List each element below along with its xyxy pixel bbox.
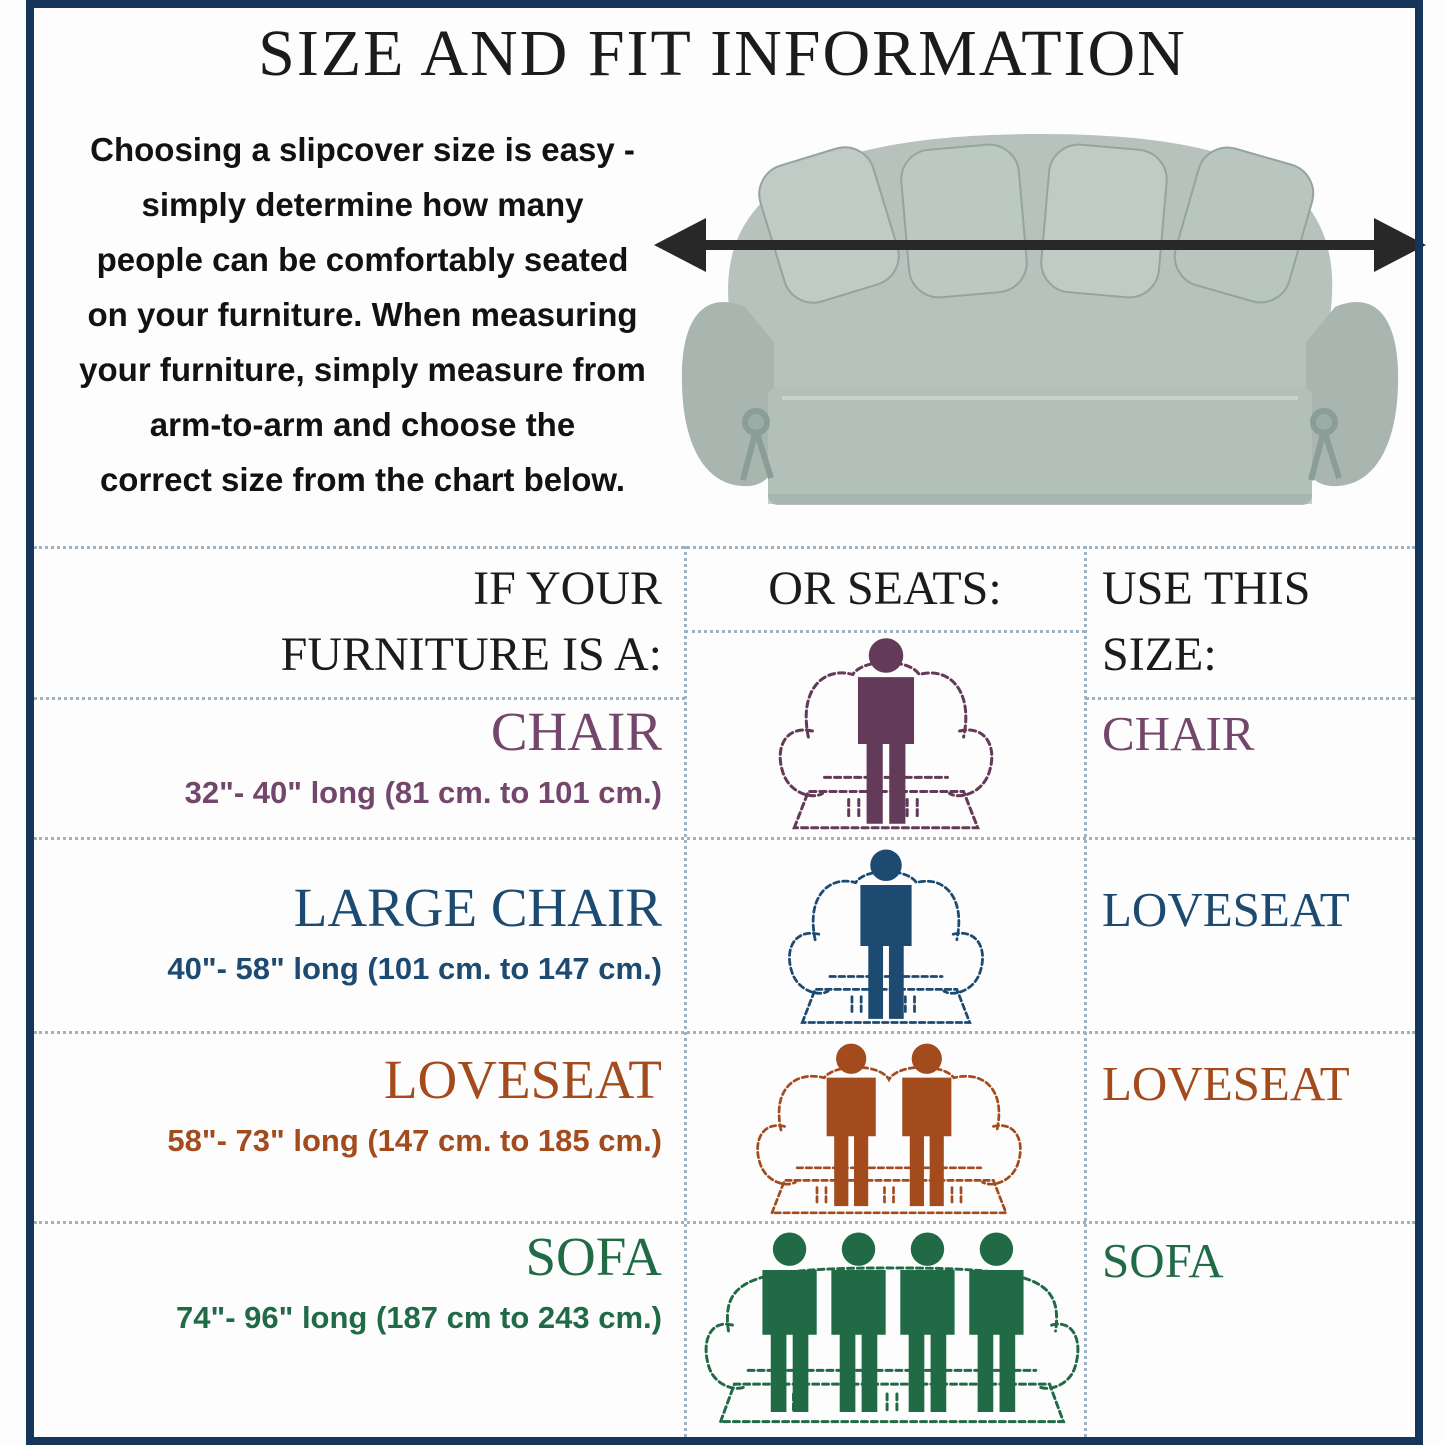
seats-figure-four-sofa — [704, 1232, 1080, 1424]
furniture-size-range: 74"- 96" long (187 cm to 243 cm.) — [176, 1300, 662, 1335]
header-seats: OR SEATS: — [768, 562, 1002, 615]
sofa-photo — [654, 134, 1426, 505]
seats-figure-two-loveseat — [756, 1043, 1022, 1215]
grid-line — [34, 546, 1415, 549]
arm-to-arm-arrow — [654, 218, 1426, 272]
use-size-label: CHAIR — [1102, 706, 1255, 761]
chair-outline-icon — [778, 660, 994, 830]
use-size-label: LOVESEAT — [1102, 882, 1350, 937]
grid-line — [34, 1221, 1415, 1224]
table-row-loveseat: LOVESEAT 58"- 73" long (147 cm. to 185 c… — [34, 1051, 662, 1160]
table-row-large-chair: LARGE CHAIR 40"- 58" long (101 cm. to 14… — [34, 879, 662, 988]
use-size-label: SOFA — [1102, 1233, 1224, 1288]
grid-line — [34, 1031, 1415, 1034]
furniture-name: SOFA — [525, 1226, 662, 1287]
header-size: USE THIS SIZE: — [1102, 562, 1311, 681]
furniture-size-range: 40"- 58" long (101 cm. to 147 cm.) — [167, 951, 662, 986]
loveseat-outline-icon — [756, 1065, 1022, 1215]
furniture-size-range: 32"- 40" long (81 cm. to 101 cm.) — [184, 775, 662, 810]
intro-text: Choosing a slipcover size is easy - simp… — [79, 131, 646, 498]
page-title: SIZE AND FIT INFORMATION — [258, 17, 1187, 90]
grid-line — [1085, 697, 1415, 700]
table-row-sofa: SOFA 74"- 96" long (187 cm to 243 cm.) — [34, 1228, 662, 1337]
grid-line — [685, 630, 1085, 633]
grid-line — [684, 546, 687, 1437]
header-furniture: IF YOUR FURNITURE IS A: — [280, 562, 662, 681]
use-size-label: LOVESEAT — [1102, 1056, 1350, 1111]
arm-tie-icon — [740, 408, 1342, 481]
grid-line — [34, 697, 685, 700]
furniture-name: LARGE CHAIR — [293, 877, 662, 938]
furniture-name: LOVESEAT — [383, 1049, 662, 1110]
slipcover-sofa-icon — [681, 134, 1399, 505]
furniture-name: CHAIR — [490, 701, 662, 762]
seats-figure-one-large-chair — [788, 849, 984, 1024]
seats-figure-one-chair — [778, 638, 994, 830]
furniture-size-range: 58"- 73" long (147 cm. to 185 cm.) — [167, 1123, 662, 1158]
table-row-chair: CHAIR 32"- 40" long (81 cm. to 101 cm.) — [34, 703, 662, 812]
grid-line — [1084, 546, 1087, 1437]
grid-line — [34, 837, 1415, 840]
